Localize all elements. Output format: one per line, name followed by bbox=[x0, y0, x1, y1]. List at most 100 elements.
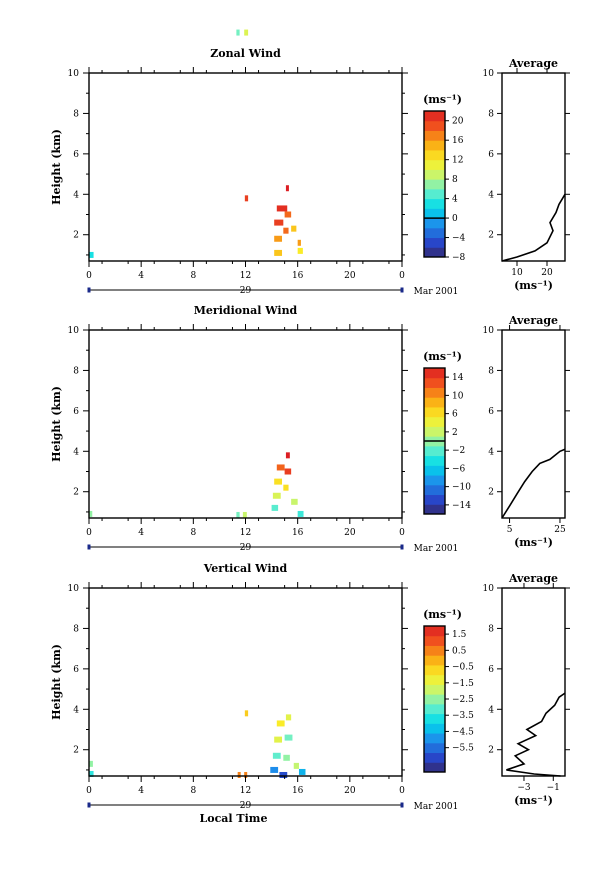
zonal-ytick-label: 10 bbox=[68, 69, 80, 79]
meridional-colorbar-segment bbox=[424, 445, 445, 457]
zonal-colorbar-label: −8 bbox=[452, 253, 466, 263]
meridional-cell bbox=[276, 464, 285, 471]
zonal-colorbar-label: 8 bbox=[452, 175, 458, 185]
vertical-cell bbox=[89, 760, 93, 767]
zonal-xtick-label: 12 bbox=[240, 271, 251, 281]
meridional-day-label: 29 bbox=[240, 543, 252, 553]
meridional-average-xtick-label: 25 bbox=[554, 525, 566, 535]
zonal-colorbar-segment bbox=[424, 179, 445, 190]
vertical-xtick-label: 20 bbox=[344, 786, 356, 796]
vertical-ytick-label: 8 bbox=[73, 624, 79, 634]
meridional-colorbar-segment bbox=[424, 406, 445, 418]
vertical-colorbar-label: −5.5 bbox=[452, 744, 474, 754]
meridional-colorbar-label: −14 bbox=[452, 501, 471, 511]
zonal-ytick-label: 4 bbox=[73, 190, 79, 200]
zonal-xtick-label: 8 bbox=[190, 271, 196, 281]
meridional-average-xlabel: (ms⁻¹) bbox=[514, 536, 553, 549]
zonal-colorbar-frame bbox=[423, 110, 446, 258]
zonal-colorbar-segment bbox=[424, 188, 445, 200]
meridional-colorbar-segment bbox=[424, 387, 445, 398]
zonal-cell bbox=[284, 211, 292, 218]
vertical-colorbar-segment bbox=[424, 684, 445, 695]
vertical-average-xlabel: (ms⁻¹) bbox=[514, 794, 553, 807]
meridional-colorbar-label: 6 bbox=[452, 410, 458, 420]
meridional-average-ytick-label: 8 bbox=[488, 366, 494, 376]
vertical-colorbar-label: 1.5 bbox=[452, 630, 467, 640]
zonal-average-ytick-label: 10 bbox=[483, 69, 495, 79]
meridional-cell bbox=[242, 511, 247, 518]
meridional-colorbar-segment bbox=[424, 397, 445, 408]
vertical-average-profile bbox=[506, 692, 566, 777]
zonal-cell bbox=[89, 251, 94, 258]
zonal-average-ytick-label: 4 bbox=[488, 190, 494, 200]
meridional-colorbar-label: 14 bbox=[452, 373, 464, 383]
zonal-cell bbox=[297, 247, 303, 254]
meridional-colorbar-segment bbox=[424, 377, 445, 388]
meridional-colorbar-segment bbox=[424, 426, 445, 437]
meridional-day-marker-start bbox=[87, 544, 91, 550]
vertical-colorbar-units: (ms⁻¹) bbox=[423, 608, 462, 621]
meridional-colorbar-label: −6 bbox=[452, 464, 466, 474]
vertical-cell bbox=[237, 771, 241, 778]
vertical-colorbar-segment bbox=[424, 703, 445, 715]
meridional-average-ytick-label: 6 bbox=[488, 407, 494, 417]
zonal-colorbar-segment bbox=[424, 130, 445, 141]
meridional-colorbar-segment bbox=[424, 465, 445, 476]
vertical-colorbar-segment bbox=[424, 694, 445, 705]
meridional-xtick-label: 8 bbox=[190, 528, 196, 538]
zonal-average-profile bbox=[501, 193, 566, 262]
zonal-cell bbox=[244, 29, 249, 36]
meridional-average-ytick-label: 10 bbox=[483, 326, 495, 336]
meridional-colorbar-segment bbox=[424, 494, 445, 505]
zonal-xtick-label: 0 bbox=[86, 271, 92, 281]
vertical-colorbar-segment bbox=[424, 713, 445, 724]
zonal-colorbar-label: 4 bbox=[452, 195, 458, 205]
zonal-colorbar-units: (ms⁻¹) bbox=[423, 93, 462, 106]
zonal-colorbar-segment bbox=[424, 159, 445, 170]
zonal-average-ytick-label: 6 bbox=[488, 150, 494, 160]
vertical-ytick-label: 10 bbox=[68, 584, 80, 594]
zonal-cell bbox=[274, 219, 284, 226]
vertical-cell bbox=[279, 771, 288, 778]
zonal-xtick-label: 0 bbox=[399, 271, 405, 281]
meridional-xtick-label: 0 bbox=[399, 528, 405, 538]
vertical-cell bbox=[298, 768, 306, 775]
meridional-average-title: Average bbox=[508, 314, 558, 327]
zonal-colorbar-segment bbox=[424, 120, 445, 131]
zonal-cell bbox=[285, 185, 289, 192]
meridional-ytick-label: 2 bbox=[73, 488, 79, 498]
zonal-colorbar-label: 0 bbox=[452, 214, 458, 224]
zonal-xtick-label: 20 bbox=[344, 271, 356, 281]
vertical-average-frame bbox=[501, 587, 566, 777]
vertical-xtick-label: 8 bbox=[190, 786, 196, 796]
vertical-average-xtick-label: −3 bbox=[517, 783, 531, 793]
vertical-cell bbox=[244, 771, 248, 778]
vertical-average-xtick-label: −1 bbox=[547, 783, 560, 793]
vertical-cell bbox=[285, 714, 292, 721]
zonal-colorbar-label: 12 bbox=[452, 156, 463, 166]
meridional-cell bbox=[297, 510, 304, 517]
meridional-ytick-label: 8 bbox=[73, 366, 79, 376]
zonal-colorbar-segment bbox=[424, 227, 445, 239]
zonal-colorbar-segment bbox=[424, 208, 445, 219]
zonal-cell bbox=[236, 29, 240, 36]
meridional-cell bbox=[271, 504, 279, 511]
vertical-colorbar-segment bbox=[424, 762, 445, 773]
zonal-cell bbox=[274, 235, 283, 242]
meridional-average-profile bbox=[501, 448, 566, 519]
zonal-day-label: 29 bbox=[240, 286, 252, 296]
zonal-colorbar-segment bbox=[424, 149, 445, 161]
zonal-day-marker-end bbox=[400, 287, 404, 293]
meridional-cell bbox=[272, 492, 281, 499]
meridional-cell bbox=[89, 510, 93, 517]
zonal-colorbar-label: 20 bbox=[452, 117, 464, 127]
vertical-date-label: Mar 2001 bbox=[414, 802, 459, 812]
zonal-average-frame bbox=[501, 72, 566, 262]
vertical-ytick-label: 6 bbox=[73, 665, 79, 675]
vertical-colorbar-segment bbox=[424, 655, 445, 666]
zonal-colorbar-segment bbox=[424, 198, 445, 209]
zonal-average-xtick-label: 10 bbox=[511, 268, 523, 278]
vertical-ytick-label: 4 bbox=[73, 705, 79, 715]
zonal-date-label: Mar 2001 bbox=[414, 287, 459, 297]
vertical-day-marker-start bbox=[87, 802, 91, 808]
